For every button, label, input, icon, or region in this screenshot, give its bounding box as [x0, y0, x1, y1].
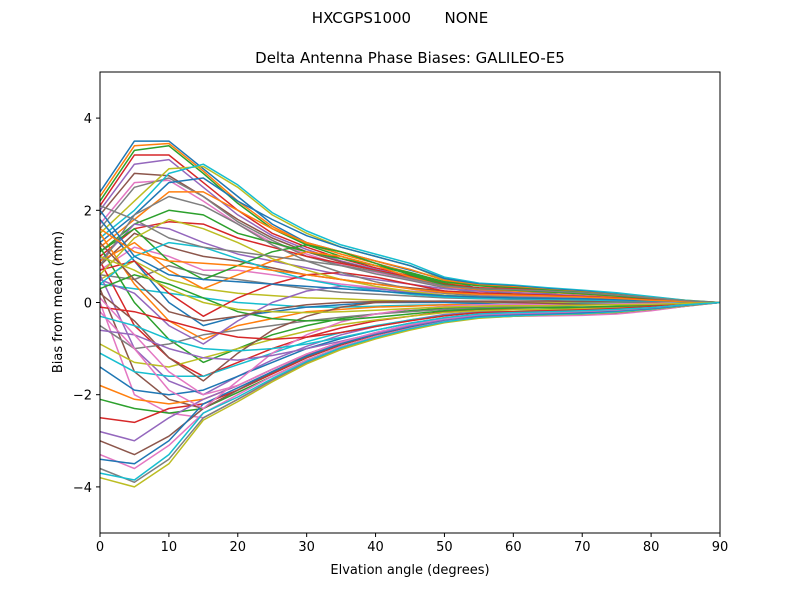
y-tick-label: −2: [73, 389, 92, 404]
x-axis-label: Elvation angle (degrees): [330, 563, 489, 578]
series-line-39: [99, 301, 721, 488]
y-tick-label: 0: [84, 297, 92, 312]
y-tick-label: −4: [73, 481, 92, 496]
series-line-58: [99, 205, 721, 304]
x-tick-label: 60: [505, 540, 522, 555]
series-line-51: [99, 209, 721, 304]
series-line-49: [99, 218, 721, 304]
series-line-53: [99, 274, 721, 322]
x-tick-label: 10: [161, 540, 178, 555]
series-line-9: [99, 165, 721, 304]
series-line-10: [99, 163, 721, 304]
x-tick-label: 50: [436, 540, 453, 555]
y-tick-label: 4: [84, 112, 92, 127]
x-axis: 0 10 20 30 40 50 60 70 80 90: [96, 533, 728, 555]
series-line-59: [99, 255, 721, 314]
y-axis: −4 −2 0 2 4: [73, 112, 100, 496]
series-layer: [99, 140, 721, 488]
series-line-52: [99, 228, 721, 304]
series-line-40: [99, 301, 721, 481]
x-tick-label: 70: [574, 540, 591, 555]
x-tick-label: 0: [96, 540, 104, 555]
x-tick-label: 80: [643, 540, 660, 555]
x-tick-label: 30: [298, 540, 315, 555]
series-line-60: [99, 301, 721, 352]
y-tick-label: 2: [84, 204, 92, 219]
series-line-54: [99, 301, 721, 341]
x-tick-label: 20: [230, 540, 247, 555]
figure-suptitle: HXCGPS1000 NONE: [311, 9, 489, 27]
x-tick-label: 40: [367, 540, 384, 555]
x-tick-label: 90: [712, 540, 729, 555]
y-axis-label: Bias from mean (mm): [51, 231, 66, 373]
chart-title: Delta Antenna Phase Biases: GALILEO-E5: [255, 49, 565, 67]
